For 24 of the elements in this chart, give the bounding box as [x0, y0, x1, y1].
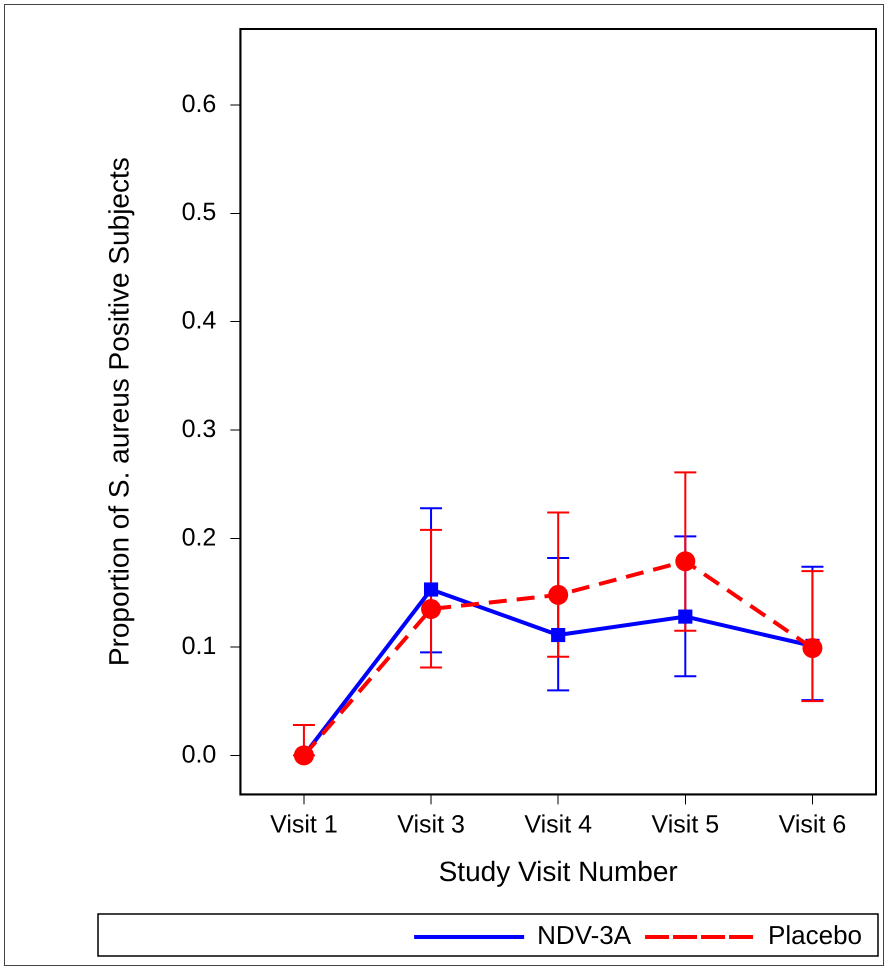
y-axis-title: Proportion of S. aureus Positive Subjects [104, 157, 135, 666]
x-tick-label: Visit 4 [524, 810, 592, 838]
y-tick-label: 0.6 [182, 90, 216, 118]
point [548, 584, 568, 605]
point [294, 745, 314, 766]
x-tick-label: Visit 1 [270, 810, 338, 838]
x-axis-title: Study Visit Number [438, 856, 678, 887]
y-tick-label: 0.0 [182, 740, 216, 768]
x-tick-label: Visit 5 [651, 810, 720, 838]
point [678, 610, 692, 624]
y-tick-label: 0.4 [182, 306, 216, 335]
point [675, 551, 696, 572]
x-tick-label: Visit 3 [397, 810, 465, 838]
legend-label: NDV-3A [537, 920, 632, 950]
point [424, 582, 438, 597]
y-tick-label: 0.2 [182, 523, 216, 552]
y-tick-label: 0.3 [182, 415, 216, 444]
y-tick-label: 0.5 [182, 198, 216, 226]
x-tick-label: Visit 6 [778, 810, 846, 838]
point [802, 638, 822, 658]
point [421, 599, 442, 620]
legend-label: Placebo [768, 920, 862, 950]
y-tick-label: 0.1 [182, 632, 216, 660]
point [551, 628, 566, 642]
